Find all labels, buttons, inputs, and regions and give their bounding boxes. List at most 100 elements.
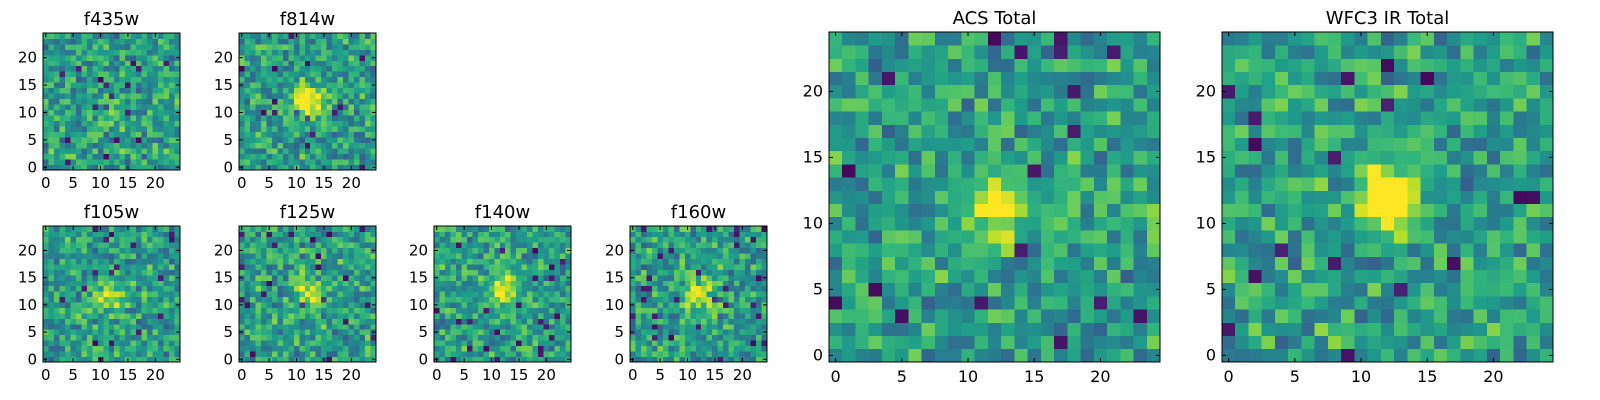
pixel-cell bbox=[1093, 150, 1108, 165]
pixel-cell bbox=[466, 318, 473, 325]
pixel-cell bbox=[136, 164, 142, 171]
pixel-cell bbox=[554, 291, 561, 298]
pixel-cell bbox=[1526, 322, 1541, 336]
pixel-cell bbox=[560, 334, 566, 341]
pixel-cell bbox=[750, 236, 757, 243]
pixel-cell bbox=[304, 159, 311, 165]
pixel-cell bbox=[921, 335, 936, 350]
pixel-cell bbox=[472, 269, 479, 276]
pixel-cell bbox=[1014, 71, 1028, 86]
pixel-cell bbox=[130, 258, 137, 265]
pixel-cell bbox=[125, 153, 132, 160]
pixel-cell bbox=[739, 334, 746, 341]
pixel-cell bbox=[119, 242, 126, 249]
pixel-cell bbox=[271, 258, 278, 265]
x-tick-label: 15 bbox=[314, 366, 333, 384]
pixel-cell bbox=[494, 356, 501, 363]
pixel-cell bbox=[282, 242, 289, 249]
pixel-cell bbox=[690, 302, 697, 308]
pixel-cell bbox=[299, 307, 306, 314]
pixel-cell bbox=[701, 356, 708, 363]
pixel-cell bbox=[750, 334, 757, 341]
pixel-cell bbox=[651, 226, 658, 232]
pixel-cell bbox=[163, 296, 170, 303]
pixel-cell bbox=[1027, 164, 1042, 178]
pixel-cell bbox=[1341, 296, 1355, 310]
pixel-cell bbox=[141, 87, 148, 94]
pixel-cell bbox=[1222, 243, 1236, 257]
pixel-cell bbox=[147, 43, 153, 50]
pixel-cell bbox=[43, 280, 49, 287]
pixel-cell bbox=[326, 120, 333, 127]
pixel-cell bbox=[244, 307, 251, 314]
pixel-cell bbox=[304, 87, 311, 94]
pixel-cell bbox=[348, 329, 355, 336]
pixel-cell bbox=[315, 137, 322, 143]
pixel-cell bbox=[266, 43, 273, 50]
pixel-cell bbox=[266, 76, 273, 83]
pixel-cell bbox=[147, 137, 153, 143]
pixel-cell bbox=[706, 323, 713, 330]
pixel-cell bbox=[271, 285, 278, 292]
pixel-cell bbox=[756, 226, 762, 232]
pixel-cell bbox=[842, 335, 856, 350]
pixel-cell bbox=[48, 236, 55, 243]
pixel-cell bbox=[635, 351, 642, 357]
pixel-cell bbox=[239, 258, 245, 265]
pixel-cell bbox=[640, 302, 647, 308]
pixel-cell bbox=[756, 291, 762, 298]
pixel-cell bbox=[337, 351, 344, 357]
pixel-cell bbox=[332, 126, 338, 132]
pixel-cell bbox=[48, 60, 55, 67]
pixel-cell bbox=[974, 256, 989, 270]
pixel-cell bbox=[1394, 230, 1408, 244]
pixel-cell bbox=[141, 120, 148, 127]
pixel-cell bbox=[158, 120, 164, 127]
pixel-cell bbox=[494, 329, 501, 336]
pixel-cell bbox=[343, 280, 349, 287]
pixel-cell bbox=[288, 296, 295, 303]
pixel-cell bbox=[332, 351, 338, 357]
pixel-cell bbox=[881, 348, 896, 363]
pixel-cell bbox=[657, 302, 664, 308]
pixel-cell bbox=[706, 236, 713, 243]
pixel-cell bbox=[239, 351, 245, 357]
pixel-cell bbox=[532, 296, 539, 303]
pixel-cell bbox=[510, 291, 517, 298]
pixel-cell bbox=[1407, 296, 1421, 310]
pixel-cell bbox=[343, 60, 349, 67]
pixel-cell bbox=[136, 93, 142, 100]
pixel-cell bbox=[310, 71, 317, 78]
pixel-cell bbox=[1014, 282, 1028, 297]
pixel-cell bbox=[163, 93, 170, 100]
pixel-cell bbox=[288, 291, 295, 298]
pixel-cell bbox=[299, 131, 306, 138]
pixel-cell bbox=[266, 159, 273, 165]
pixel-cell bbox=[304, 82, 311, 89]
pixel-cell bbox=[59, 126, 66, 132]
pixel-cell bbox=[516, 285, 523, 292]
pixel-cell bbox=[483, 242, 490, 249]
pixel-cell bbox=[59, 98, 66, 105]
pixel-cell bbox=[1222, 230, 1236, 244]
pixel-cell bbox=[158, 60, 164, 67]
pixel-cell bbox=[277, 296, 284, 303]
pixel-cell bbox=[310, 142, 317, 149]
pixel-cell bbox=[359, 159, 366, 165]
pixel-cell bbox=[761, 340, 768, 347]
pixel-cell bbox=[64, 247, 71, 254]
pixel-cell bbox=[554, 280, 561, 287]
y-tick-label: 5 bbox=[223, 131, 233, 149]
pixel-cell bbox=[169, 159, 175, 165]
pixel-cell bbox=[255, 65, 262, 72]
pixel-cell bbox=[756, 296, 762, 303]
pixel-cell bbox=[310, 82, 317, 89]
pixel-cell bbox=[70, 71, 77, 78]
pixel-cell bbox=[477, 307, 484, 314]
pixel-cell bbox=[114, 71, 121, 78]
pixel-cell bbox=[679, 329, 686, 336]
pixel-cell bbox=[81, 82, 88, 89]
pixel-cell bbox=[266, 38, 273, 45]
pixel-cell bbox=[64, 274, 71, 281]
pixel-cell bbox=[510, 323, 517, 330]
